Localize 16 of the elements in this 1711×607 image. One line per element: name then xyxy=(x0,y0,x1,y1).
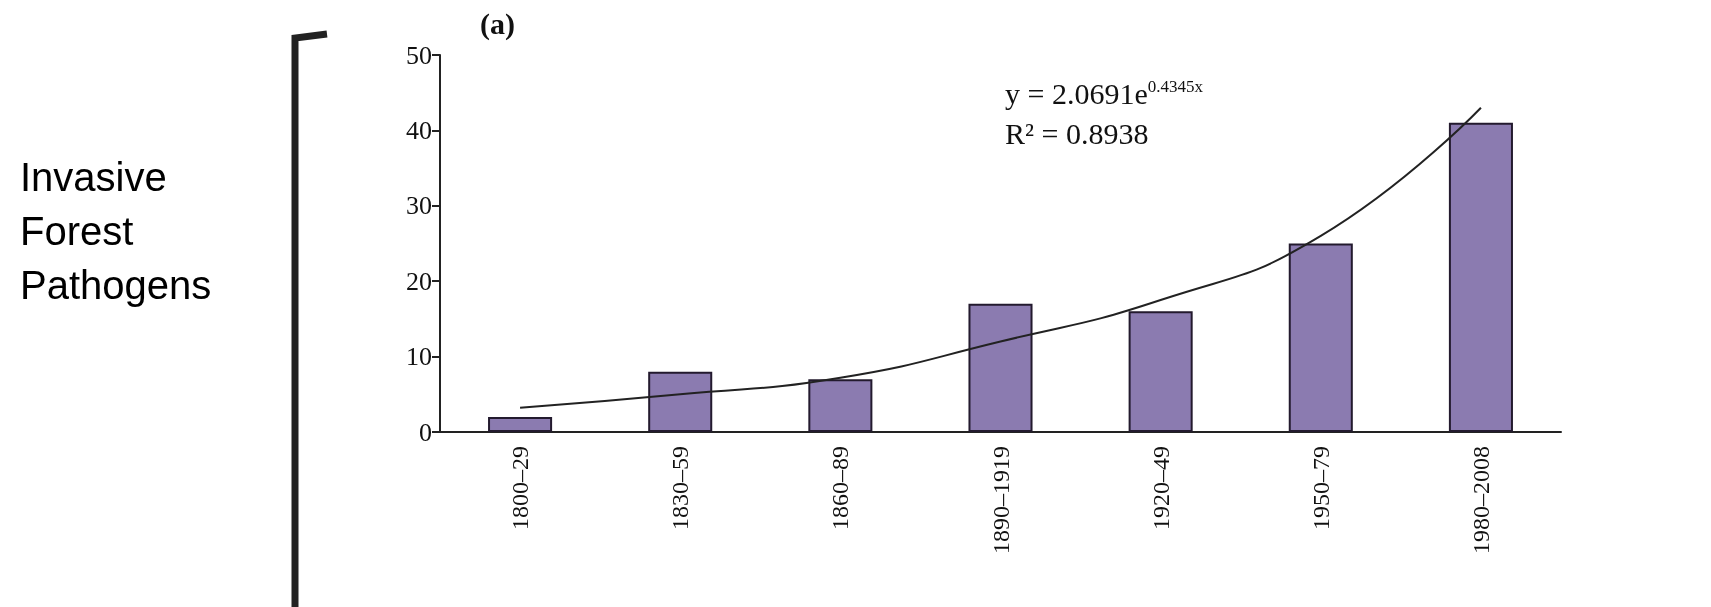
text: (a) xyxy=(480,6,515,41)
y-tick-label: 50 xyxy=(406,40,432,70)
y-tick-label: 40 xyxy=(406,115,432,145)
y-tick-label: 0 xyxy=(419,417,432,447)
x-tick-label: 1950–79 xyxy=(1307,446,1334,530)
y-tick-label: 10 xyxy=(406,342,432,372)
x-tick-label: 1830–59 xyxy=(667,446,694,530)
y-tick-label: 30 xyxy=(406,191,432,221)
x-tick-label: 1920–49 xyxy=(1147,446,1174,530)
x-tick-label: 1980–2008 xyxy=(1467,446,1494,554)
y-axis-title: Invasive Forest Pathogens xyxy=(20,154,213,309)
x-tick-label: 1800–29 xyxy=(507,446,534,530)
annotation: R² = 0.8938 xyxy=(1005,116,1149,150)
x-tick-label: 1860–89 xyxy=(827,446,854,530)
x-tick-label: 1890–1919 xyxy=(987,446,1014,554)
y-tick-label: 20 xyxy=(406,266,432,296)
